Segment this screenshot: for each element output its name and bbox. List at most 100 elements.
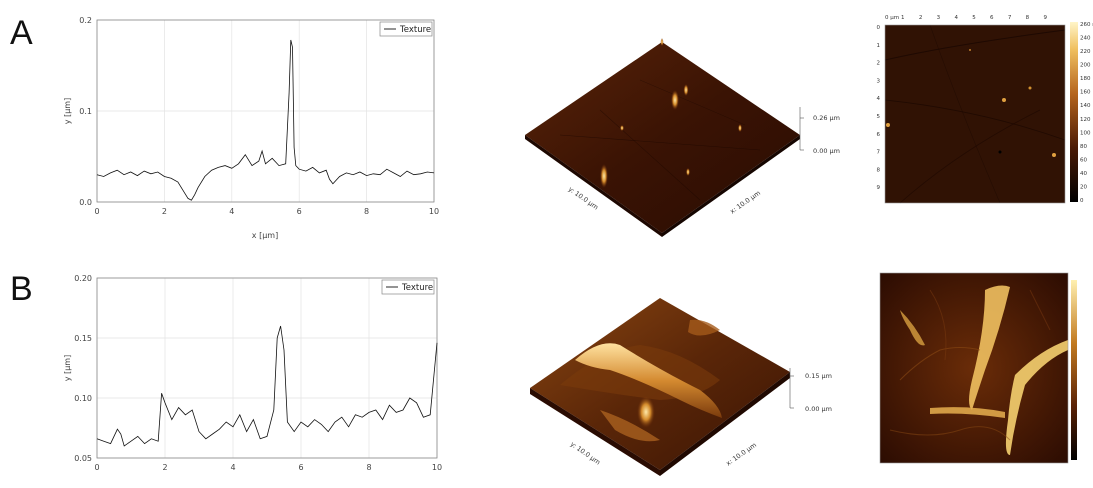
plot-frame-b [96,277,438,459]
colorbar-tick-label: 20 [1080,184,1087,190]
x-tick-label: 8 [366,463,371,472]
line-chart-a: 0 2 4 6 8 10 0.0 0.1 0.2 x [µm] y [µm] Texture [63,16,439,240]
heatmap-fiber [969,285,1010,410]
legend-label-a: Texture [399,25,431,35]
heatmap-y-tick-label: 9 [877,185,881,191]
y-tick-label: 0.0 [79,198,92,207]
colorbar-b [1071,280,1077,460]
afm-heatmap-b [879,272,1077,464]
y-axis-label-b: y [µm] [63,355,72,381]
y-tick-label: 0.15 [74,334,92,343]
colorbar-tick-label: 220 [1080,49,1091,55]
series-line-texture-a [96,39,435,201]
surface-peak [671,90,679,110]
colorbar-tick-label: 60 [1080,157,1087,163]
heatmap-image-a [885,25,1065,203]
heatmap-y-tick-label: 0 [877,25,881,31]
surface-edge-left-a [525,135,662,237]
series-line-texture-b [96,325,438,447]
heatmap-unit-label-a: 0 µm [885,15,899,21]
y-dimension-label-b: y: 10.0 µm [569,440,602,466]
y-tick-label: 0.10 [74,394,92,403]
surface-peak [600,164,608,188]
afm-3d-surface-a: 0.26 µm 0.00 µm y: 10.0 µm x: 10.0 µm [525,38,840,237]
heatmap-y-tick-label: 1 [877,43,881,49]
surface-edge-right-a [662,135,800,237]
x-tick-label: 8 [364,207,369,216]
surface-top-a [525,42,800,233]
x-tick-label: 0 [94,207,99,216]
afm-heatmap-a: 0 µm 1 2 3 4 5 6 7 8 9 0 1 2 3 4 5 6 7 8 9 260 nm 240 220 20… [877,15,1093,204]
colorbar-tick-label: 40 [1080,171,1087,177]
legend-b: Texture [381,279,435,295]
heatmap-y-tick-label: 2 [877,61,881,67]
x-dimension-label-a: x: 10.0 µm [729,189,762,216]
legend-box-b [381,279,435,295]
x-tick-label: 4 [230,463,235,472]
x-tick-label: 2 [162,207,167,216]
colorbar-tick-label: 240 [1080,36,1091,42]
colorbar-a [1070,22,1078,202]
x-tick-label: 4 [229,207,234,216]
y-tick-label: 0.20 [74,274,92,283]
x-tick-label: 0 [94,463,99,472]
grid-a [96,19,435,203]
heatmap-y-tick-label: 5 [877,114,881,120]
colorbar-tick-label: 100 [1080,130,1091,136]
colorbar-ticks-a: 260 nm240220200180160140120100806040200 [1080,22,1093,204]
x-tick-label: 6 [298,463,303,472]
y-tick-label: 0.1 [79,107,92,116]
heatmap-x-tick-label: 9 [1043,15,1047,21]
x-dimension-label-b: x: 10.0 µm [725,441,758,468]
y-axis-label-a: y [µm] [63,98,72,124]
legend-label-b: Texture [401,283,433,293]
height-scale-label-a: 0.26 µm [813,114,840,122]
colorbar-tick-label: 140 [1080,103,1091,109]
height-scale-label-b: 0.15 µm [805,372,832,380]
height-zero-label-a: 0.00 µm [813,147,840,155]
heatmap-x-tick-label: 2 [919,15,923,21]
x-tick-label: 10 [432,463,442,472]
colorbar-tick-label: 80 [1080,144,1087,150]
afm-3d-surface-b: 0.15 µm 0.00 µm y: 10.0 µm x: 10.0 µm [530,298,832,476]
x-axis-label-a: x [µm] [252,231,278,240]
heatmap-y-tick-label: 4 [877,96,881,102]
legend-a: Texture [379,21,433,37]
colorbar-tick-label: 180 [1080,76,1091,82]
heatmap-y-tick-label: 7 [877,150,881,156]
heatmap-x-ticks-a: 1 2 3 4 5 6 7 8 9 [901,15,1047,21]
heatmap-y-tick-label: 8 [877,167,881,173]
heatmap-x-tick-label: 6 [990,15,994,21]
heatmap-y-tick-label: 3 [877,78,881,84]
panel-label-a: A [10,14,33,52]
surface-fiber-ridge [575,343,722,418]
grid-b [96,277,438,459]
x-tick-label: 6 [297,207,302,216]
ticks-a: 0 2 4 6 8 10 0.0 0.1 0.2 [79,16,439,216]
colorbar-tick-label: 160 [1080,90,1091,96]
y-dimension-label-a: y: 10.0 µm [567,185,600,211]
x-tick-label: 2 [162,463,167,472]
y-tick-label: 0.05 [74,454,92,463]
colorbar-tick-label: 0 [1080,198,1084,204]
heatmap-x-tick-label: 7 [1008,15,1012,21]
heatmap-x-tick-label: 4 [954,15,958,21]
colorbar-tick-label: 200 [1080,63,1091,69]
height-zero-label-b: 0.00 µm [805,405,832,413]
x-tick-label: 10 [429,207,439,216]
plot-frame-a [96,19,435,203]
colorbar-tick-label: 120 [1080,117,1091,123]
heatmap-y-tick-label: 6 [877,132,881,138]
heatmap-x-tick-label: 3 [937,15,941,21]
heatmap-y-ticks-a: 0 1 2 3 4 5 6 7 8 9 [877,25,881,191]
legend-box-a [379,21,433,37]
colorbar-tick-label: 260 nm [1080,22,1093,28]
line-chart-b: 0 2 4 6 8 10 0.05 0.10 0.15 0.20 y [µm] Texture [63,274,442,472]
heatmap-fiber [1005,340,1068,455]
ticks-b: 0 2 4 6 8 10 0.05 0.10 0.15 0.20 [74,274,442,472]
panel-label-b: B [10,270,33,308]
y-tick-label: 0.2 [79,16,92,25]
surface-peak [637,396,655,428]
heatmap-x-tick-label: 1 [901,15,905,21]
